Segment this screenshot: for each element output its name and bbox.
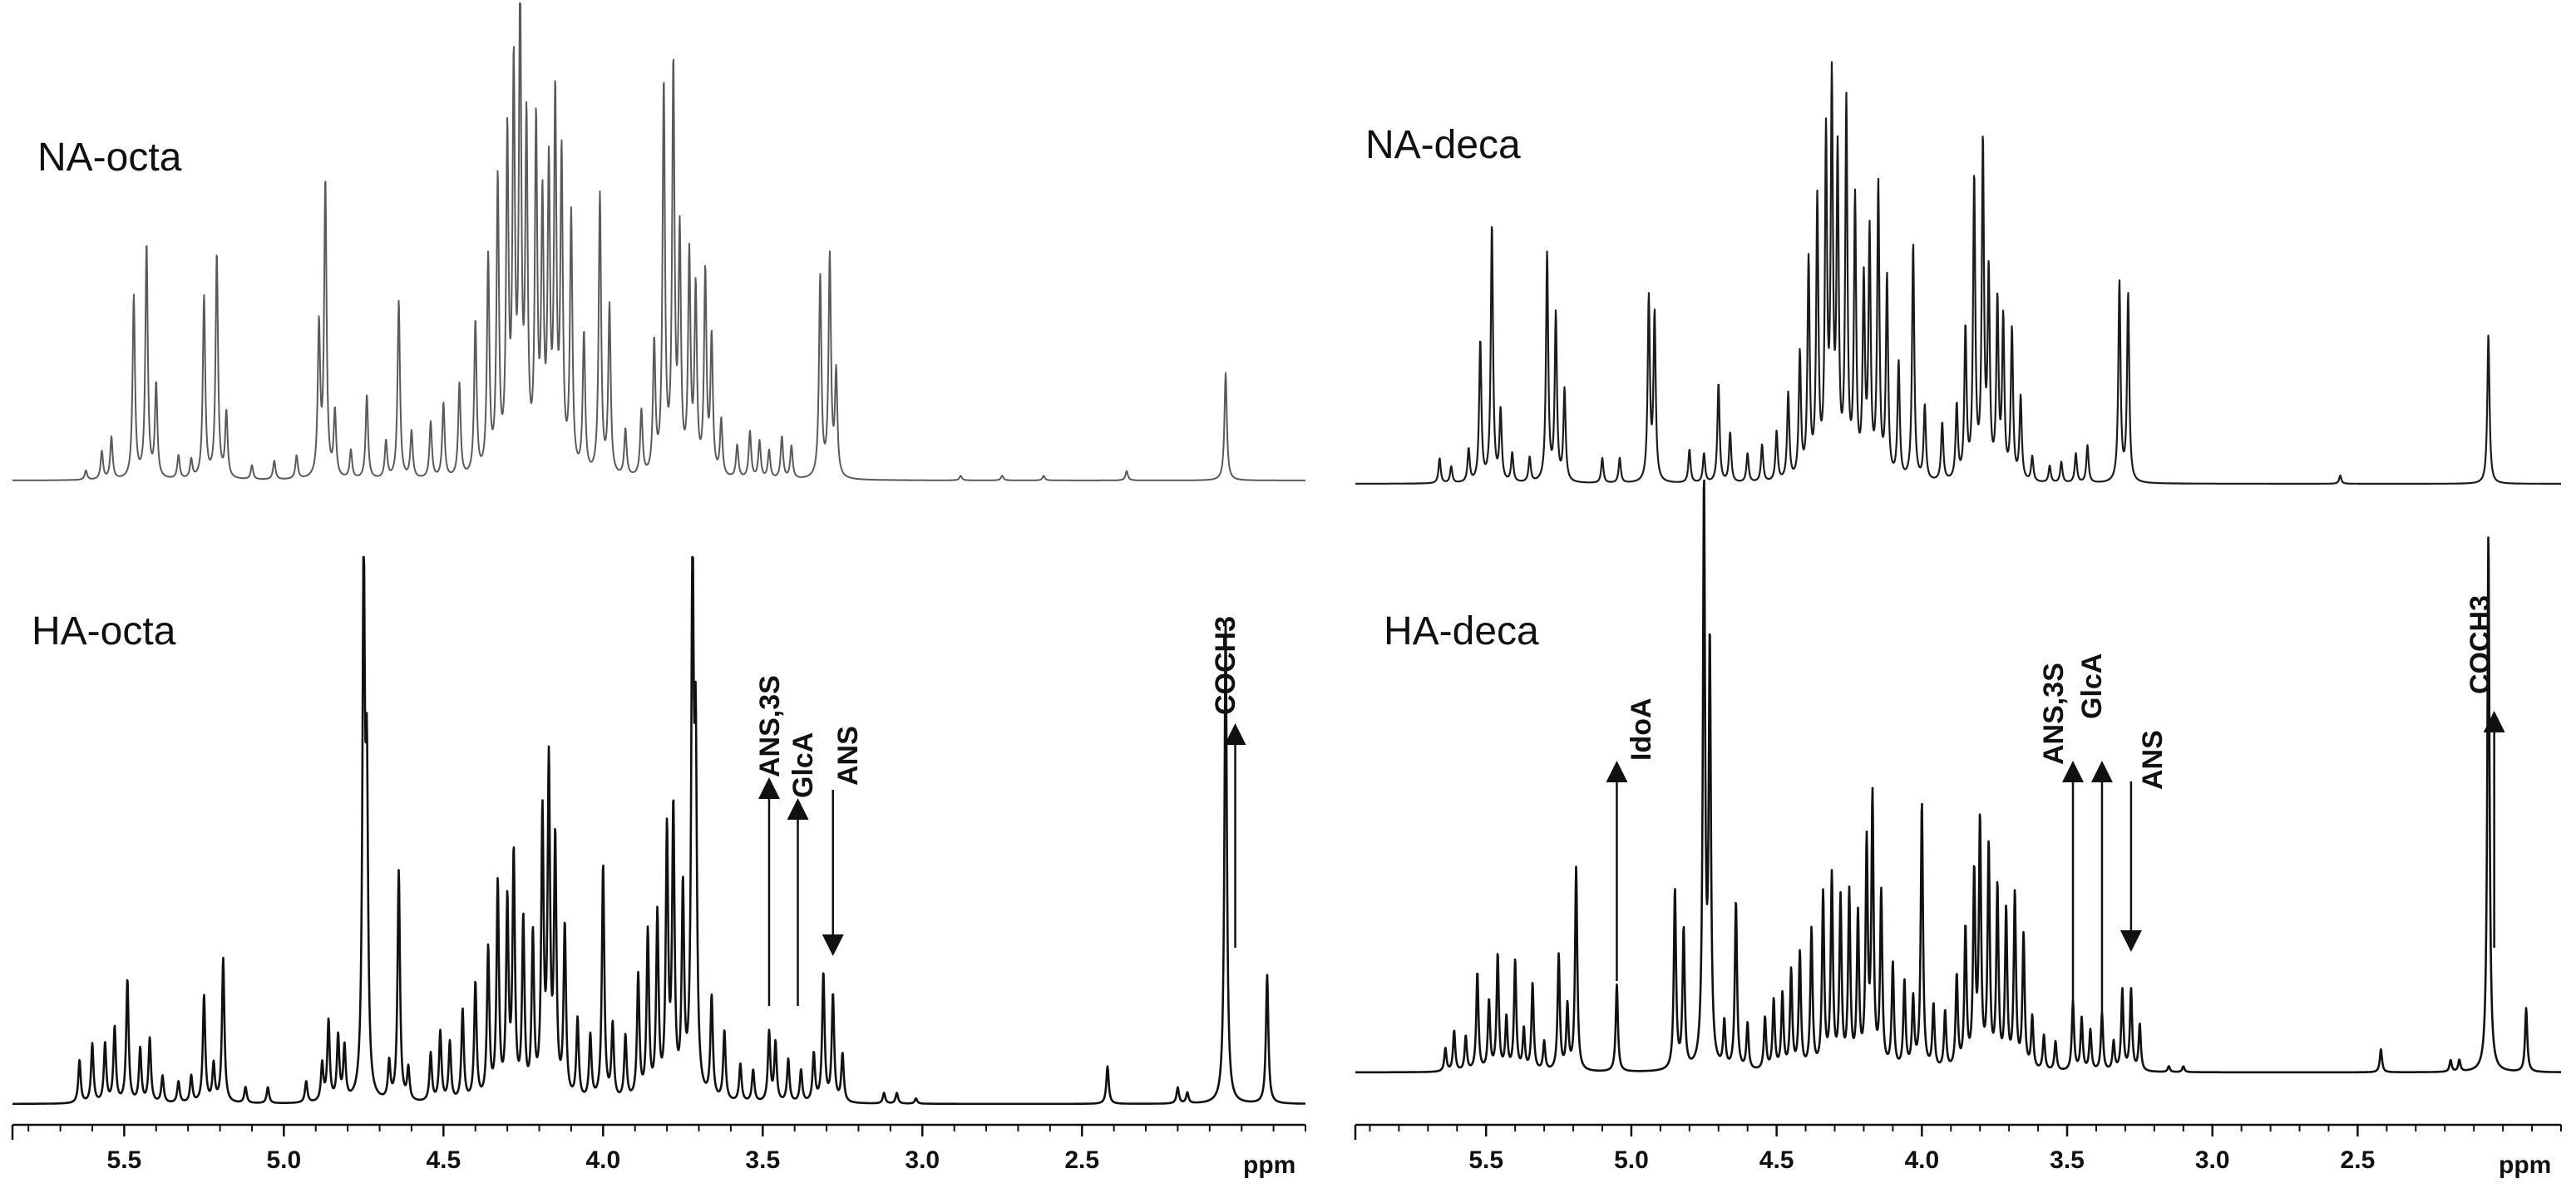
annotation-label: COCH3 <box>2465 595 2496 694</box>
x-tick-label: 5.5 <box>107 1146 142 1174</box>
spectrum-panel-right: NA-deca HA-deca 5.5 5.0 4.5 4.0 3.5 3.0 2.5 ppm Id… <box>1354 61 2562 1179</box>
x-tick-label: 4.5 <box>426 1146 461 1174</box>
annotation-arrow-head <box>2483 711 2505 732</box>
annotation-arrow-head <box>758 777 780 799</box>
annotation-arrow-head <box>1224 723 1246 745</box>
series-label-ha-deca: HA-deca <box>1384 609 1539 653</box>
x-tick-label: 3.5 <box>745 1146 780 1174</box>
annotation-arrow-head <box>2120 930 2142 952</box>
series-label-na-deca: NA-deca <box>1365 123 1521 167</box>
annotation-label: ANS,3S <box>2038 663 2070 765</box>
annotation-label: ANS <box>2137 730 2169 790</box>
annotation-arrow-head <box>1606 761 1628 782</box>
x-tick-label: 5.5 <box>1468 1146 1503 1174</box>
x-tick-label: 3.0 <box>905 1146 940 1174</box>
spectrum-panel-left: NA-octa HA-octa 5.5 5.0 4.5 4.0 3.5 3.0 2.5 ppm AN… <box>11 2 1306 1179</box>
series-label-na-octa: NA-octa <box>37 136 182 180</box>
spectrum-line-ha-octa <box>12 555 1306 1106</box>
annotation-arrow-head <box>2062 761 2085 782</box>
annotation-label: GlcA <box>2076 653 2108 719</box>
annotation-arrow-head <box>822 934 844 956</box>
annotation-label: ANS <box>832 726 864 786</box>
x-axis-label: ppm <box>2499 1151 2551 1179</box>
annotation-label: COCH3 <box>1210 616 1241 715</box>
annotation-arrow-head <box>2090 761 2113 782</box>
x-axis-label: ppm <box>1243 1151 1295 1179</box>
x-tick-label: 4.0 <box>1904 1146 1939 1174</box>
annotation-label: ANS,3S <box>754 675 786 777</box>
x-tick-label: 5.0 <box>266 1146 301 1174</box>
spectrum-line-ha-deca <box>1355 479 2562 1074</box>
x-tick-label: 5.0 <box>1614 1146 1649 1174</box>
annotation-label: IdoA <box>1626 698 1657 761</box>
spectrum-line-na-octa <box>12 2 1306 481</box>
x-tick-label: 3.0 <box>2195 1146 2230 1174</box>
x-tick-label: 2.5 <box>1064 1146 1099 1174</box>
annotation-arrow-head <box>787 798 809 820</box>
x-tick-label: 2.5 <box>2341 1146 2376 1174</box>
series-label-ha-octa: HA-octa <box>32 609 176 653</box>
annotation-label: GlcA <box>787 732 819 798</box>
x-tick-label: 4.0 <box>585 1146 620 1174</box>
x-tick-label: 4.5 <box>1759 1146 1794 1174</box>
spectrum-line-na-deca <box>1355 61 2562 485</box>
x-tick-label: 3.5 <box>2050 1146 2085 1174</box>
